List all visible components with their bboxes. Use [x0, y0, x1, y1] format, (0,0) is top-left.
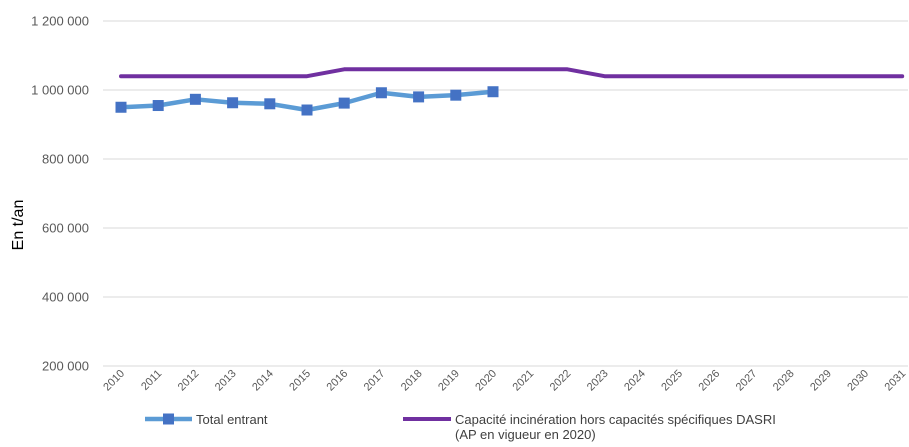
x-tick-label: 2011 [139, 368, 164, 393]
x-tick-label: 2010 [101, 368, 127, 394]
data-point [338, 97, 350, 109]
x-tick-label: 2017 [362, 368, 388, 394]
y-axis-ticks: 200 000 400 000 600 000 800 000 1 000 000 1 2… [31, 14, 89, 374]
x-tick-label: 2012 [176, 368, 202, 394]
x-tick-label: 2021 [511, 368, 537, 394]
y-tick-label: 800 000 [42, 152, 89, 167]
data-point [227, 97, 239, 109]
x-tick-label: 2025 [659, 368, 685, 394]
x-tick-label: 2027 [734, 368, 760, 394]
x-tick-label: 2024 [622, 368, 648, 394]
data-point [152, 100, 164, 112]
y-tick-label: 1 000 000 [31, 83, 89, 98]
data-point [264, 98, 276, 110]
x-tick-label: 2016 [325, 368, 351, 394]
x-tick-label: 2023 [585, 368, 611, 394]
x-tick-label: 2028 [771, 368, 797, 394]
x-tick-label: 2029 [808, 368, 834, 394]
data-point [189, 93, 201, 105]
x-tick-label: 2018 [399, 368, 425, 394]
legend-item-capacite: Capacité incinération hors capacités spé… [403, 412, 776, 442]
y-tick-label: 1 200 000 [31, 14, 89, 29]
y-tick-label: 200 000 [42, 359, 89, 374]
x-tick-label: 2013 [213, 368, 239, 394]
x-tick-label: 2015 [287, 368, 313, 394]
x-tick-label: 2020 [473, 368, 499, 394]
x-tick-label: 2022 [548, 368, 574, 394]
x-tick-label: 2019 [436, 368, 462, 394]
y-tick-label: 400 000 [42, 290, 89, 305]
series [115, 67, 905, 116]
data-point [450, 89, 462, 101]
x-tick-label: 2026 [697, 368, 723, 394]
capacity-line [119, 67, 905, 79]
data-point [115, 101, 127, 113]
data-point [487, 86, 499, 98]
y-tick-label: 600 000 [42, 221, 89, 236]
series-total-entrant [115, 86, 499, 116]
x-tick-label: 2031 [883, 368, 909, 394]
gridlines [103, 20, 908, 367]
x-tick-label: 2014 [250, 368, 276, 394]
data-point [413, 91, 425, 103]
legend-label-capacite: (AP en vigueur en 2020) [455, 427, 596, 442]
legend-item-total-entrant: Total entrant [145, 412, 268, 427]
x-tick-label: 2030 [845, 368, 871, 394]
x-axis-ticks: 2010 2011 2012 2013 2014 2015 2016 2017 2018 2019… [101, 368, 908, 394]
legend-label-capacite: Capacité incinération hors capacités spé… [455, 412, 776, 427]
legend: Total entrant Capacité incinération hors … [145, 412, 776, 442]
legend-marker-total [163, 413, 174, 425]
y-axis-label: En t/an [10, 200, 27, 251]
data-point [301, 104, 313, 116]
series-capacite-incineration [119, 67, 905, 79]
legend-label-total: Total entrant [196, 412, 268, 427]
data-point [375, 87, 387, 99]
